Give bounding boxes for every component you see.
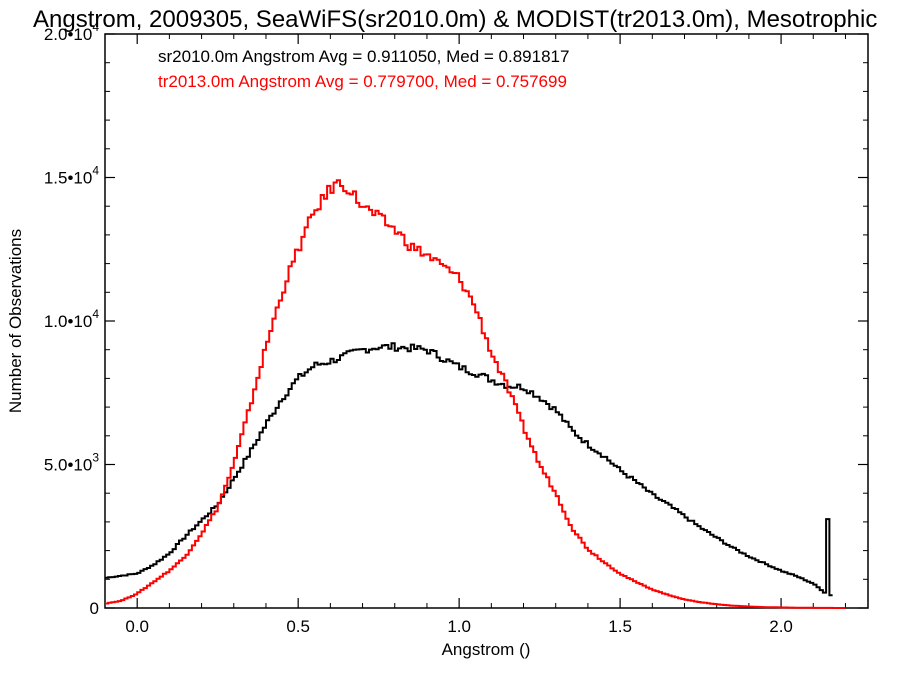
y-tick-base: 1.5•10 [44,169,93,188]
series-line-0 [105,342,833,597]
y-tick-label: 2.0•104 [44,20,100,44]
x-tick-label: 0.0 [125,617,149,636]
y-tick-base: 5.0•10 [44,456,93,475]
y-tick-exponent: 3 [92,451,99,465]
chart-title: Angstrom, 2009305, SeaWiFS(sr2010.0m) & … [33,6,877,33]
y-tick-base: 0 [90,599,99,618]
annotations: sr2010.0m Angstrom Avg = 0.911050, Med =… [158,47,569,91]
stats-annotation: tr2013.0m Angstrom Avg = 0.779700, Med =… [158,72,567,91]
y-tick-exponent: 4 [92,307,99,321]
y-tick-exponent: 4 [92,20,99,34]
y-tick-exponent: 4 [92,164,99,178]
x-tick-label: 1.5 [608,617,632,636]
y-tick-base: 2.0•10 [44,25,93,44]
y-axis-label: Number of Observations [6,229,25,413]
x-axis-label: Angstrom () [442,640,531,659]
stats-annotation: sr2010.0m Angstrom Avg = 0.911050, Med =… [158,47,569,66]
series-layer [105,179,846,609]
y-tick-label: 1.5•104 [44,164,100,188]
y-tick-base: 1.0•10 [44,312,93,331]
x-axis: 0.0 0.5 1.0 1.5 2.0 [104,34,846,636]
x-tick-label: 2.0 [769,617,793,636]
x-tick-label: 1.0 [447,617,471,636]
y-tick-label: 0 [90,599,99,618]
x-tick-label: 0.5 [286,617,310,636]
y-tick-label: 5.0•103 [44,451,100,475]
y-tick-label: 1.0•104 [44,307,100,331]
series-line-1 [105,179,846,609]
plot-frame [104,33,869,609]
